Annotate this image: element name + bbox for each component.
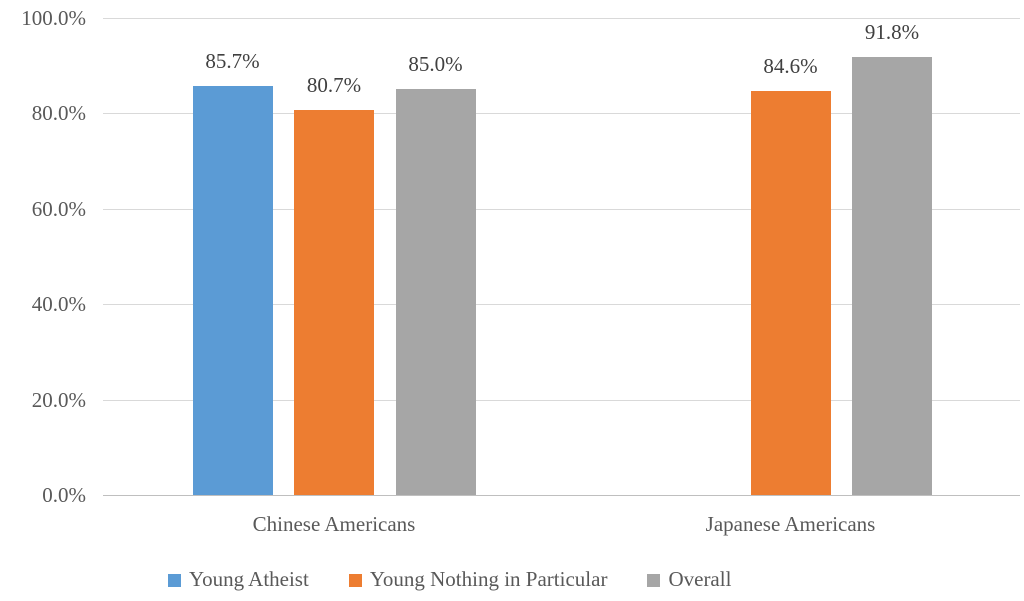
bar-value-label: 85.7% bbox=[205, 48, 260, 73]
legend-item: Young Nothing in Particular bbox=[348, 566, 608, 593]
legend-label: Young Nothing in Particular bbox=[369, 567, 608, 591]
y-axis-tick-label: 80.0% bbox=[31, 101, 86, 125]
bar-value-label: 80.7% bbox=[306, 72, 362, 97]
legend: Young Atheist Young Nothing in Particular… bbox=[168, 566, 731, 593]
bar-young-nothing-in-particular bbox=[294, 109, 374, 495]
x-axis-line bbox=[103, 495, 1020, 496]
bar-overall bbox=[852, 56, 932, 495]
legend-label: Young Atheist bbox=[189, 567, 309, 591]
legend-swatch-icon bbox=[647, 573, 661, 587]
gridline bbox=[103, 113, 1020, 114]
y-axis-tick-label: 60.0% bbox=[31, 196, 86, 221]
gridline bbox=[103, 399, 1020, 401]
bar-overall bbox=[395, 89, 476, 495]
legend-swatch-icon bbox=[348, 573, 362, 587]
category-label: Chinese Americans bbox=[252, 512, 416, 536]
bar-value-label: 85.0% bbox=[408, 52, 463, 77]
bar-young-nothing-in-particular bbox=[750, 91, 831, 495]
legend-label: Overall bbox=[668, 567, 732, 591]
y-axis-tick-label: 20.0% bbox=[31, 387, 86, 412]
legend-item: Overall bbox=[647, 566, 731, 593]
legend-swatch-icon bbox=[168, 573, 181, 587]
gridline bbox=[103, 208, 1020, 210]
gridline bbox=[103, 17, 1020, 19]
legend-item: Young Atheist bbox=[168, 566, 309, 593]
bar-value-label: 84.6% bbox=[763, 54, 818, 79]
bar-value-label: 91.8% bbox=[864, 19, 920, 44]
y-axis-tick-label: 0.0% bbox=[42, 483, 86, 507]
bar-young-atheist bbox=[192, 85, 273, 495]
gridline bbox=[103, 304, 1020, 305]
category-label: Japanese Americans bbox=[705, 512, 876, 536]
y-axis-tick-label: 40.0% bbox=[31, 292, 86, 316]
y-axis-tick-label: 100.0% bbox=[21, 5, 86, 30]
